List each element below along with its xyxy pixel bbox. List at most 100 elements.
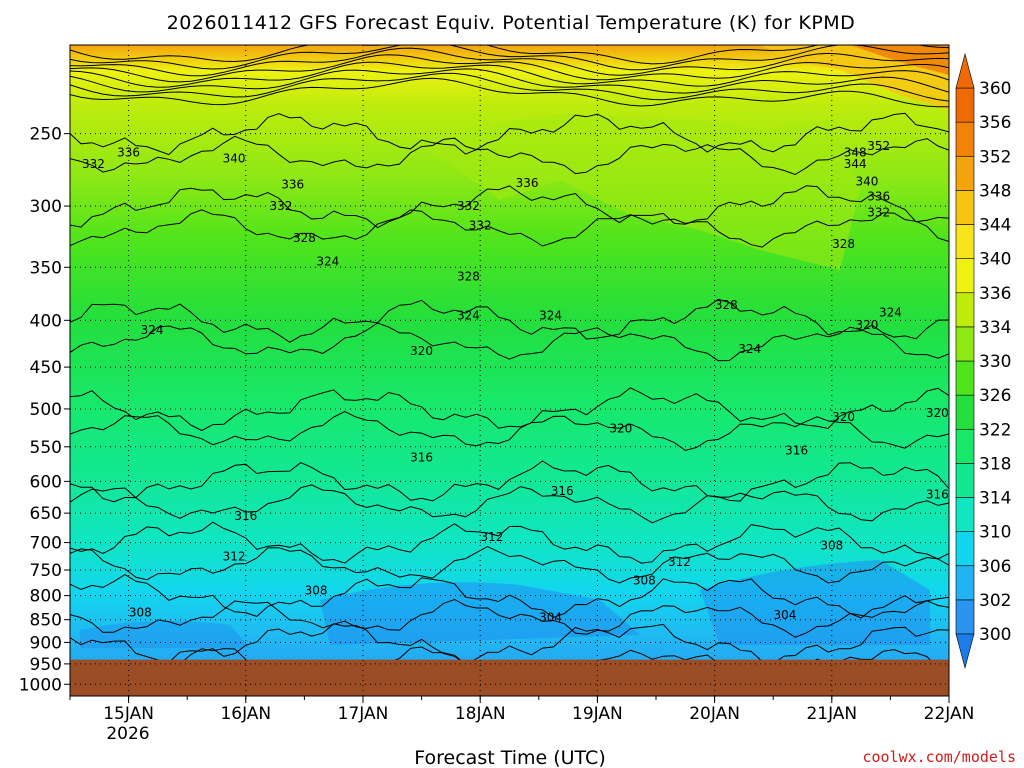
- x-axis-label: Forecast Time (UTC): [414, 747, 605, 768]
- contour-line: [70, 521, 949, 566]
- contour-line: [70, 47, 949, 77]
- contour-label: 304: [539, 610, 562, 624]
- contour-line: [70, 574, 949, 619]
- contour-label: 328: [832, 237, 855, 251]
- colorbar-swatch: [955, 565, 975, 601]
- y-tick-label: 300: [30, 197, 62, 217]
- x-tick-label: 20JAN: [689, 704, 740, 724]
- x-tick-label: 21JAN: [806, 704, 857, 724]
- chart-title: 2026011412 GFS Forecast Equiv. Potential…: [167, 12, 856, 34]
- colorbar-swatch: [955, 258, 975, 294]
- contour-label: 336: [281, 177, 304, 191]
- colorbar-label: 336: [979, 284, 1011, 304]
- contour-label: 316: [410, 450, 433, 464]
- y-tick-label: 500: [30, 400, 62, 420]
- colorbar-label: 322: [979, 420, 1011, 440]
- contour-line: [70, 45, 949, 71]
- contour-line: [70, 623, 949, 666]
- contour-line: [70, 54, 949, 83]
- contour-label: 320: [410, 344, 433, 358]
- colorbar-swatch: [955, 360, 975, 396]
- y-tick-label: 350: [30, 258, 62, 278]
- colorbar-bottom-arrow: [955, 633, 975, 670]
- contour-line: [70, 135, 949, 176]
- colorbar-label: 352: [979, 147, 1011, 167]
- colorbar-label: 340: [979, 250, 1011, 270]
- colorbar-label: 344: [979, 216, 1011, 236]
- y-tick-label: 900: [30, 633, 62, 653]
- x-axis: 15JAN 16JAN 17JAN 18JAN 19JAN 20JAN 21JAN 22JAN: [69, 696, 974, 724]
- credit-link: coolwx.com/models: [862, 748, 1016, 766]
- contour-label: 348: [844, 145, 867, 159]
- contour-line: [70, 546, 949, 584]
- colorbar-swatch: [955, 463, 975, 498]
- contour-label: 312: [668, 555, 691, 569]
- contour-label: 336: [117, 145, 140, 159]
- colorbar-swatch: [955, 224, 975, 259]
- colorbar-swatch: [955, 190, 975, 225]
- x-tick-label: 17JAN: [338, 704, 389, 724]
- contour-label: 316: [551, 484, 574, 498]
- contour-label: 336: [516, 176, 539, 190]
- colorbar-swatch: [955, 292, 975, 328]
- colorbar-swatch: [955, 121, 975, 157]
- colorbar-swatch: [955, 87, 975, 123]
- contour-label: 324: [879, 305, 902, 319]
- contour-line: [70, 209, 949, 248]
- y-tick-label: 400: [30, 311, 62, 331]
- colorbar-swatch: [955, 155, 975, 191]
- contour-line: [70, 460, 949, 503]
- contour-line: [70, 387, 949, 432]
- contour-label: 324: [539, 308, 562, 322]
- colorbar-swatch: [955, 326, 975, 362]
- contour-line: [70, 322, 949, 362]
- contour-lines: [70, 45, 949, 685]
- contour-line: [70, 68, 949, 94]
- contour-line: [70, 484, 949, 524]
- colorbar-swatch: [955, 497, 975, 532]
- contour-label: 324: [738, 342, 761, 356]
- plot-frame: [69, 44, 950, 697]
- contour-line: [70, 61, 949, 88]
- colorbar-swatch: [955, 428, 975, 464]
- colorbar-swatch: [955, 599, 975, 635]
- colorbar-top-arrow: [955, 52, 975, 89]
- contour-label: 328: [715, 298, 738, 312]
- colorbar-label: 318: [979, 454, 1011, 474]
- colorbar-label: 306: [979, 557, 1011, 577]
- contour-line: [70, 77, 949, 108]
- colorbar-label: 310: [979, 523, 1011, 543]
- contour-label: 336: [867, 190, 890, 204]
- y-tick-label: 450: [30, 358, 62, 378]
- contour-label: 352: [867, 139, 890, 153]
- contour-label: 316: [785, 443, 808, 457]
- contour-line: [70, 598, 949, 638]
- contour-label: 324: [316, 255, 339, 269]
- contour-label: 308: [129, 606, 152, 620]
- contour-label: 320: [832, 410, 855, 424]
- colorbar-label: 356: [979, 113, 1011, 133]
- contour-line: [70, 112, 949, 156]
- contour-label: 312: [223, 550, 246, 564]
- y-tick-label: 950: [30, 655, 62, 675]
- x-tick-label: 16JAN: [220, 704, 271, 724]
- contour-label: 312: [480, 530, 503, 544]
- x-tick-label: 18JAN: [455, 704, 506, 724]
- contour-label: 328: [293, 231, 316, 245]
- colorbar-label: 330: [979, 352, 1011, 372]
- contour-line: [70, 185, 949, 229]
- grid-lines: [70, 45, 949, 696]
- contour-label: 320: [856, 318, 879, 332]
- contour-line: [70, 410, 949, 451]
- contour-line: [70, 45, 949, 65]
- colorbar-label: 314: [979, 489, 1011, 509]
- contour-label: 308: [633, 573, 656, 587]
- upper-plateau-patch: [430, 114, 860, 270]
- contour-label: 344: [844, 157, 867, 171]
- contour-line: [70, 72, 949, 102]
- contour-label: 316: [926, 487, 949, 501]
- contour-label: 332: [82, 157, 105, 171]
- colorbar-swatch: [955, 531, 975, 567]
